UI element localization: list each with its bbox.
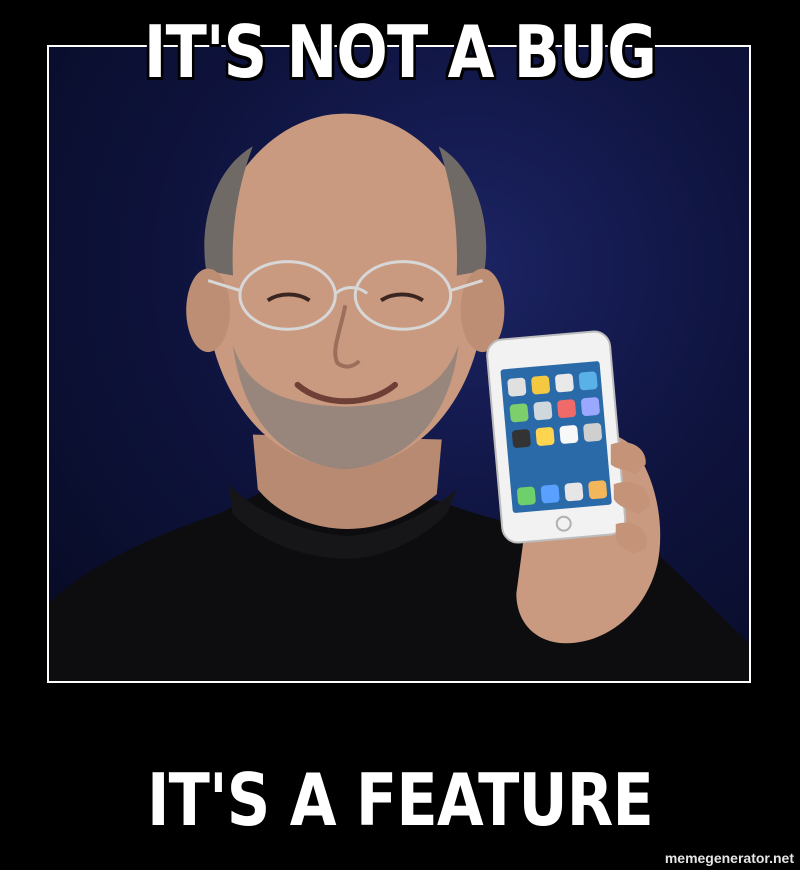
watermark: memegenerator.net	[664, 850, 794, 866]
ear-right	[460, 268, 505, 353]
top-caption: IT'S NOT A BUG	[143, 10, 657, 94]
smile	[294, 381, 399, 405]
bottom-caption: IT'S A FEATURE	[147, 758, 654, 842]
beard	[232, 345, 459, 470]
phone	[486, 330, 627, 544]
eye-right	[380, 292, 424, 303]
presenter-photo	[49, 113, 749, 681]
hair-right	[438, 146, 487, 276]
eye-left	[266, 292, 311, 303]
ear-left	[186, 268, 230, 353]
neck	[252, 434, 442, 529]
nose	[333, 304, 361, 369]
fingers	[610, 442, 651, 554]
hair-left	[204, 146, 253, 276]
head	[206, 113, 485, 468]
glasses	[207, 260, 483, 331]
sweater-collar	[227, 484, 457, 559]
photo-frame	[47, 45, 751, 683]
